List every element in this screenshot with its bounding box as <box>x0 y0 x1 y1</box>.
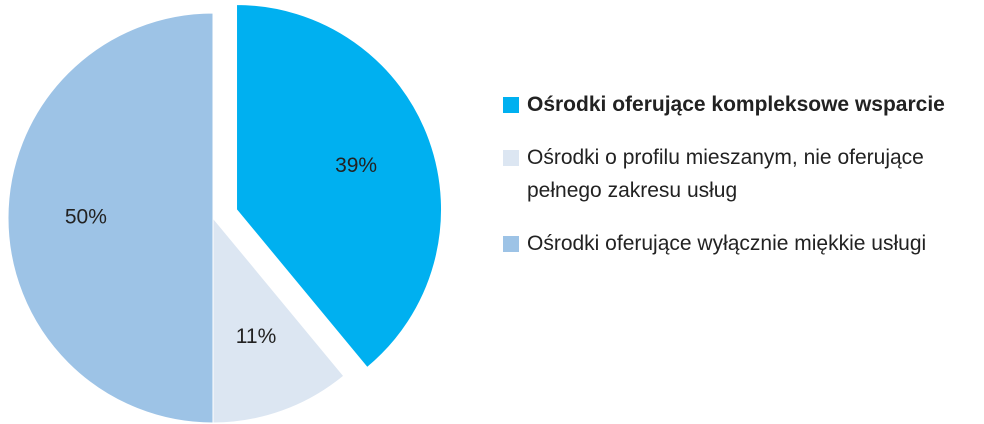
pie-slice <box>7 12 214 424</box>
legend-item: Ośrodki o profilu mieszanym, nie oferują… <box>503 141 963 207</box>
pie-slice <box>236 4 442 369</box>
data-label: 39% <box>335 154 377 177</box>
legend-swatch <box>503 97 519 113</box>
legend-item: Ośrodki oferujące wyłącznie miękkie usłu… <box>503 227 963 260</box>
legend-swatch <box>503 150 519 166</box>
legend-label: Ośrodki oferujące wyłącznie miękkie usłu… <box>527 232 927 255</box>
data-label: 50% <box>65 206 107 229</box>
legend-swatch <box>503 236 519 252</box>
legend: Ośrodki oferujące kompleksowe wsparcie Oś… <box>503 88 963 280</box>
legend-label: Ośrodki o profilu mieszanym, nie oferują… <box>527 146 924 202</box>
data-label: 11% <box>236 325 276 348</box>
pie-slice <box>212 216 345 424</box>
legend-label: Ośrodki oferujące kompleksowe wsparcie <box>527 93 945 116</box>
legend-item: Ośrodki oferujące kompleksowe wsparcie <box>503 88 963 121</box>
